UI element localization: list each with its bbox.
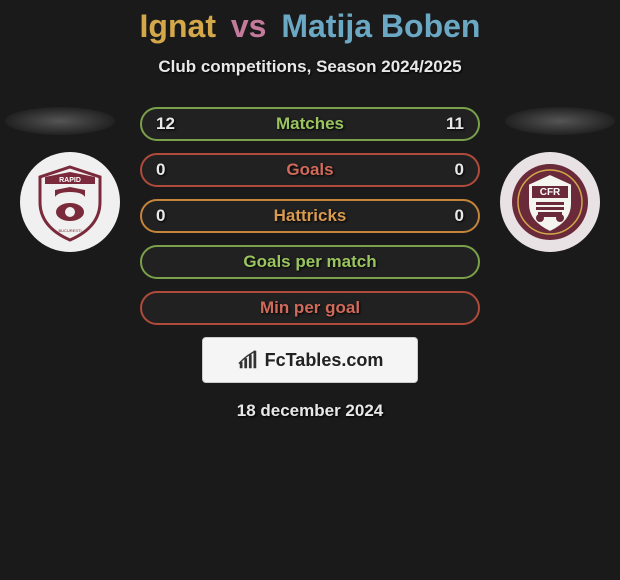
club-crest-left: RAPID BUCURESTI bbox=[20, 152, 120, 252]
subtitle: Club competitions, Season 2024/2025 bbox=[0, 57, 620, 77]
footer-brand-badge[interactable]: FcTables.com bbox=[202, 337, 418, 383]
svg-text:CFR: CFR bbox=[540, 187, 561, 198]
stat-rows: 12 Matches 11 0 Goals 0 0 Hattricks 0 Go… bbox=[140, 107, 480, 325]
stat-row-goals: 0 Goals 0 bbox=[140, 153, 480, 187]
player2-name: Matija Boben bbox=[281, 8, 480, 44]
stat-value-right: 11 bbox=[446, 114, 464, 134]
cfr-crest-icon: CFR bbox=[510, 162, 590, 242]
stat-row-goals-per-match: Goals per match bbox=[140, 245, 480, 279]
rapid-crest-icon: RAPID BUCURESTI bbox=[30, 162, 110, 242]
date-text: 18 december 2024 bbox=[0, 401, 620, 421]
stat-row-min-per-goal: Min per goal bbox=[140, 291, 480, 325]
chart-icon bbox=[237, 349, 259, 371]
vs-label: vs bbox=[231, 8, 267, 44]
stat-row-hattricks: 0 Hattricks 0 bbox=[140, 199, 480, 233]
stat-label: Matches bbox=[276, 114, 344, 134]
stat-value-left: 0 bbox=[156, 206, 165, 226]
comparison-card: Ignat vs Matija Boben Club competitions,… bbox=[0, 0, 620, 421]
svg-text:BUCURESTI: BUCURESTI bbox=[58, 228, 81, 233]
title: Ignat vs Matija Boben bbox=[0, 8, 620, 45]
shadow-ellipse-left bbox=[5, 107, 115, 135]
player1-name: Ignat bbox=[140, 8, 216, 44]
stat-value-right: 0 bbox=[455, 206, 464, 226]
shadow-ellipse-right bbox=[505, 107, 615, 135]
stat-value-right: 0 bbox=[455, 160, 464, 180]
club-crest-right: CFR bbox=[500, 152, 600, 252]
stat-label: Goals per match bbox=[243, 252, 376, 272]
stat-label: Hattricks bbox=[274, 206, 347, 226]
stat-row-matches: 12 Matches 11 bbox=[140, 107, 480, 141]
stat-value-left: 0 bbox=[156, 160, 165, 180]
stat-label: Min per goal bbox=[260, 298, 360, 318]
svg-text:RAPID: RAPID bbox=[59, 177, 81, 184]
brand-text: FcTables.com bbox=[265, 350, 384, 371]
stat-label: Goals bbox=[286, 160, 333, 180]
stat-value-left: 12 bbox=[156, 114, 175, 134]
